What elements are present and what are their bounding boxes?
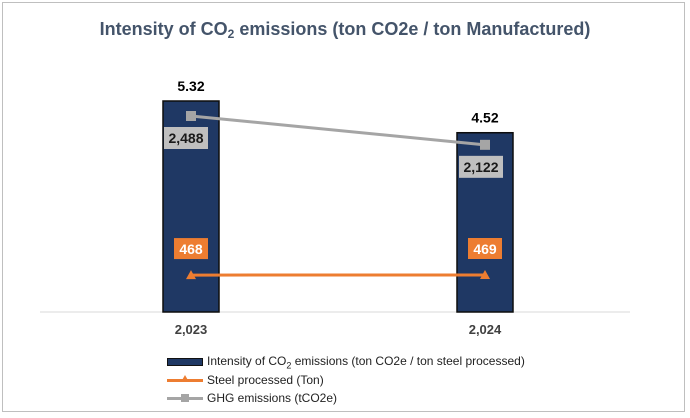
steel-label-box-1 — [468, 238, 502, 259]
x-tick-label-0: 2,023 — [175, 322, 208, 337]
x-tick-label-1: 2,024 — [469, 322, 502, 337]
legend-item-intensity: Intensity of CO2 emissions (ton CO2e / t… — [167, 353, 525, 371]
legend-swatch-ghg — [167, 391, 203, 405]
steel-label-box-0 — [174, 238, 208, 260]
bar-label-1: 4.52 — [471, 110, 498, 126]
bar-label-0: 5.32 — [177, 78, 204, 94]
legend-item-steel: Steel processed (Ton) — [167, 371, 525, 389]
ghg-point-0 — [186, 111, 196, 121]
steel-point-0 — [186, 270, 196, 280]
legend-label-ghg: GHG emissions (tCO2e) — [207, 391, 338, 405]
ghg-label-box-1 — [459, 155, 503, 178]
ghg-label-0: 2,488 — [168, 130, 203, 146]
ghg-label-box-0 — [164, 127, 208, 149]
chart-frame — [2, 2, 685, 412]
legend-label-intensity: Intensity of CO2 emissions (ton CO2e / t… — [207, 353, 525, 371]
ghg-line — [190, 114, 486, 147]
ghg-point-1 — [480, 139, 490, 150]
legend-swatch-bar — [167, 355, 203, 369]
legend-label-steel: Steel processed (Ton) — [207, 373, 324, 387]
legend-item-ghg: GHG emissions (tCO2e) — [167, 389, 525, 407]
steel-point-1 — [480, 270, 490, 279]
ghg-label-1: 2,122 — [463, 159, 498, 175]
legend-swatch-steel — [167, 373, 203, 387]
steel-label-0: 468 — [179, 241, 203, 257]
chart-legend: Intensity of CO2 emissions (ton CO2e / t… — [167, 353, 525, 407]
steel-label-1: 469 — [473, 241, 497, 257]
chart-title: Intensity of CO2 emissions (ton CO2e / t… — [99, 19, 591, 41]
